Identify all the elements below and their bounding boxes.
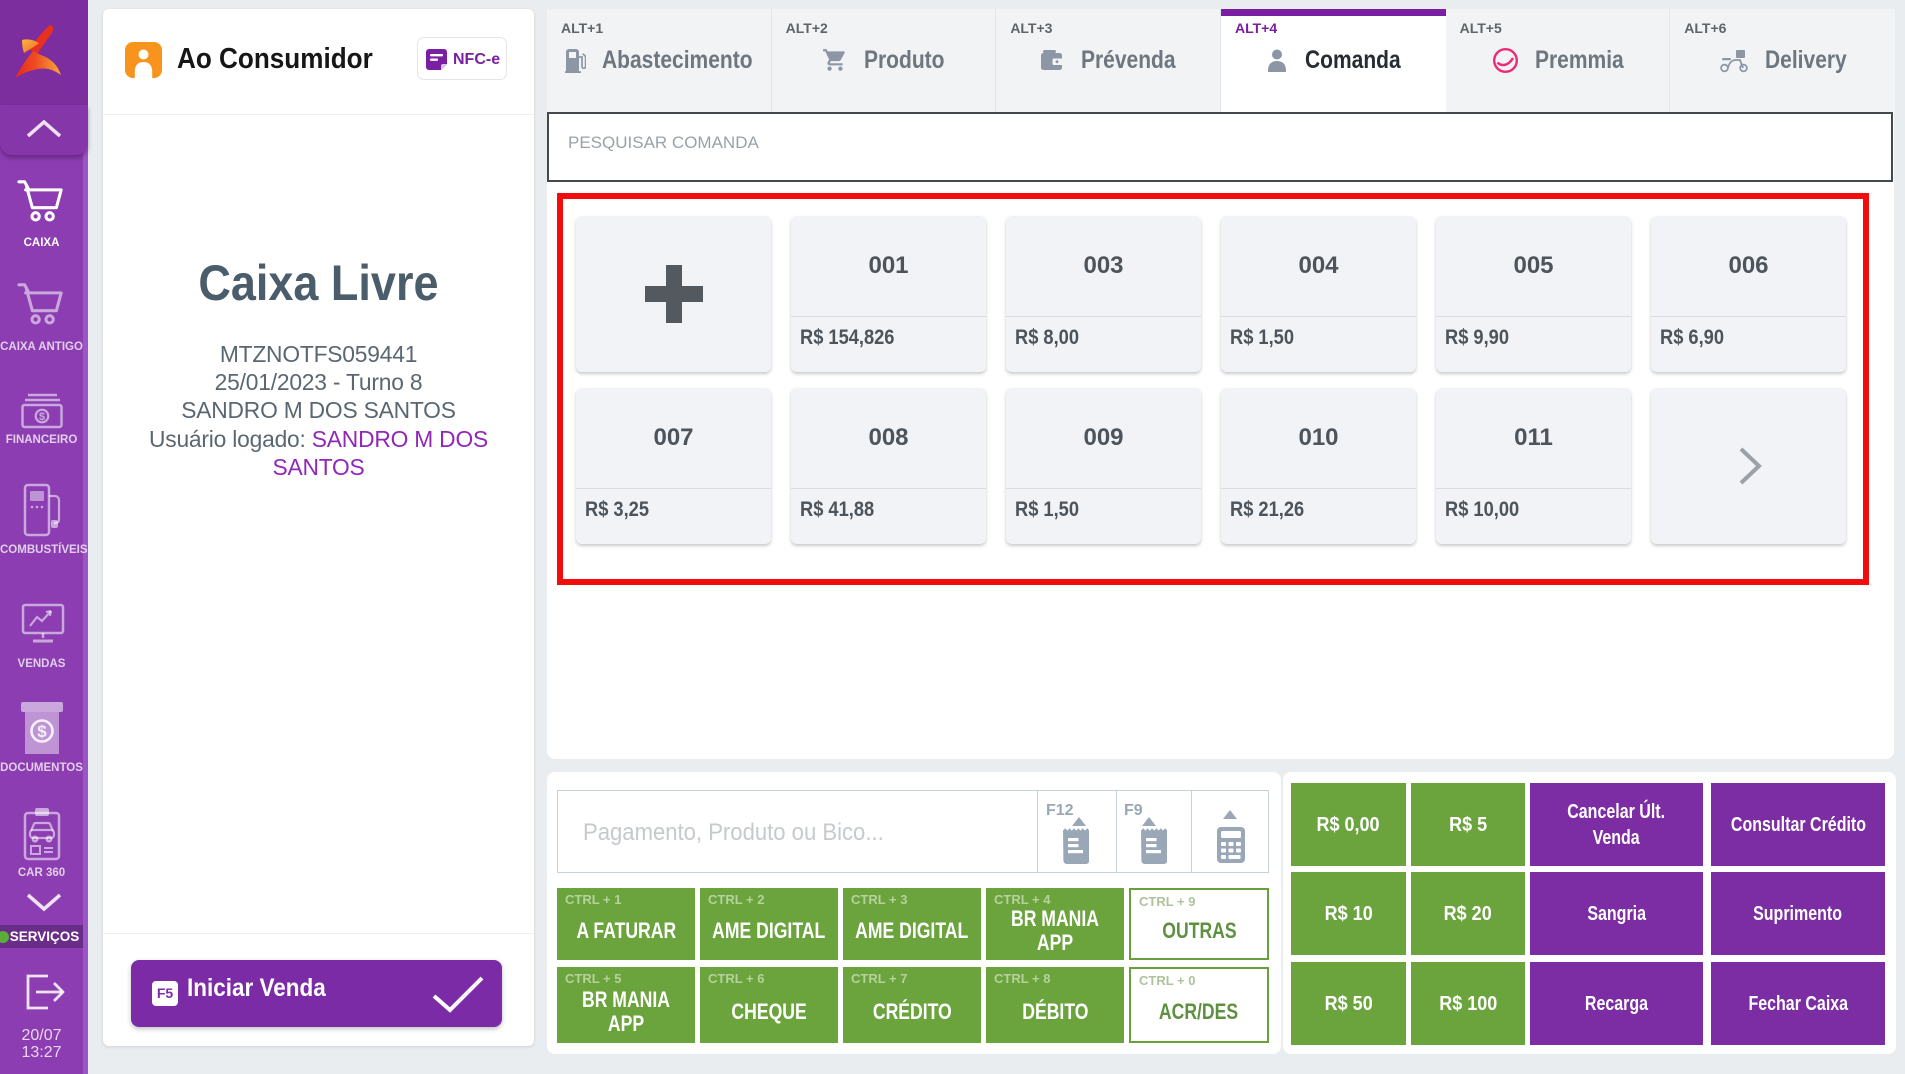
- svg-text:$: $: [39, 411, 45, 423]
- svg-text:$: $: [37, 722, 47, 741]
